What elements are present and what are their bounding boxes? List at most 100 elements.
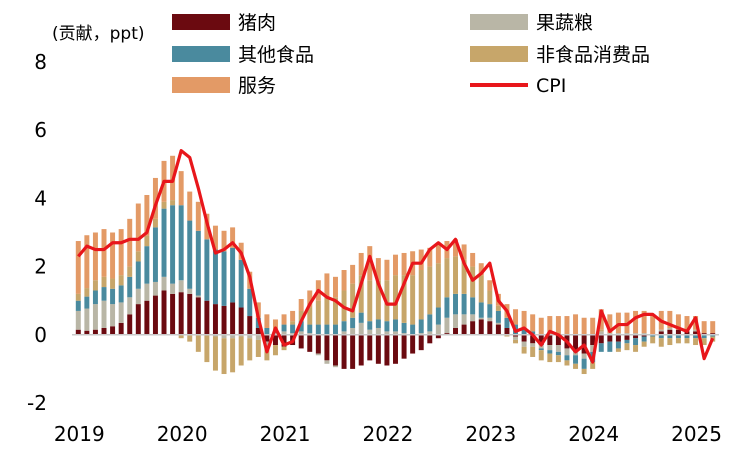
bar-fruitveg — [641, 333, 647, 335]
bar-services — [478, 263, 484, 276]
bar-pork — [495, 324, 501, 335]
bar-otherfood — [410, 324, 416, 335]
legend-label-otherfood: 其他食品 — [238, 44, 314, 66]
bar-nonfood — [127, 266, 133, 277]
bar-services — [384, 259, 390, 281]
bar-nonfood — [84, 288, 90, 297]
y-axis: 8 6 4 2 0 -2 — [27, 50, 47, 415]
x-tick-label: 2023 — [465, 422, 516, 446]
bar-otherfood — [650, 334, 656, 337]
bar-otherfood — [341, 321, 347, 332]
bar-services — [127, 218, 133, 267]
bar-pork — [195, 297, 201, 335]
bar-otherfood — [667, 334, 673, 339]
bar-services — [341, 270, 347, 291]
bar-fruitveg — [367, 329, 373, 335]
bar-services — [75, 241, 81, 294]
bar-pork — [624, 334, 630, 340]
bar-services — [101, 229, 107, 277]
bar-otherfood — [401, 322, 407, 334]
bar-pork — [221, 305, 227, 335]
bar-otherfood — [333, 324, 338, 335]
bar-pork — [607, 334, 613, 342]
bar-otherfood — [187, 220, 193, 289]
y-tick-label: 4 — [34, 186, 47, 210]
bar-services — [144, 194, 150, 236]
bar-nonfood — [272, 345, 278, 356]
bar-fruitveg — [358, 322, 364, 335]
bar-pork — [350, 334, 356, 369]
bar-services — [667, 310, 673, 328]
bar-fruitveg — [658, 329, 664, 332]
bar-otherfood — [453, 293, 458, 315]
bar-services — [195, 201, 201, 231]
bar-pork — [324, 334, 330, 361]
bar-pork — [178, 292, 184, 335]
bar-nonfood — [658, 338, 664, 347]
bar-pork — [470, 321, 476, 335]
bar-fruitveg — [418, 333, 424, 335]
bar-services — [513, 309, 519, 325]
bar-services — [555, 316, 561, 335]
bar-nonfood — [573, 363, 579, 369]
y-tick-label: 8 — [34, 50, 47, 74]
bar-otherfood — [564, 355, 570, 361]
bar-fruitveg — [84, 308, 90, 331]
bar-pork — [272, 334, 278, 346]
bar-nonfood — [238, 336, 244, 366]
bar-services — [435, 244, 441, 264]
bar-otherfood — [573, 355, 579, 364]
bar-services — [547, 316, 553, 335]
bar-nonfood — [470, 266, 476, 298]
bar-fruitveg — [427, 331, 433, 335]
legend-label-nonfood: 非食品消费品 — [536, 44, 650, 66]
bar-fruitveg — [564, 348, 570, 356]
bar-nonfood — [152, 218, 158, 228]
bar-pork — [701, 333, 707, 335]
bar-pork — [315, 334, 321, 354]
bar-services — [281, 314, 287, 325]
bar-fruitveg — [247, 334, 253, 339]
bar-otherfood — [230, 247, 236, 303]
bar-fruitveg — [255, 334, 261, 340]
bar-fruitveg — [324, 360, 330, 364]
bar-fruitveg — [470, 314, 476, 322]
bar-services — [453, 239, 458, 257]
bar-fruitveg — [230, 334, 236, 339]
bar-nonfood — [513, 339, 519, 344]
bar-pork — [152, 295, 158, 335]
bar-nonfood — [461, 259, 467, 294]
bar-pork — [187, 293, 193, 335]
bar-services — [230, 227, 236, 248]
bar-otherfood — [212, 249, 218, 305]
bar-nonfood — [375, 280, 381, 320]
bar-nonfood — [701, 338, 707, 346]
unit-label: (贡献，ppt) — [52, 24, 145, 44]
bar-otherfood — [84, 296, 90, 309]
x-tick-label: 2025 — [671, 422, 722, 446]
bar-otherfood — [504, 317, 510, 328]
bar-fruitveg — [453, 314, 458, 328]
bar-otherfood — [538, 348, 544, 351]
bar-otherfood — [127, 276, 133, 298]
bar-fruitveg — [590, 345, 596, 352]
bar-fruitveg — [478, 317, 484, 320]
bar-nonfood — [212, 336, 218, 371]
bar-services — [333, 276, 338, 298]
bar-pork — [118, 322, 124, 335]
bar-nonfood — [307, 307, 313, 325]
bar-fruitveg — [333, 365, 338, 368]
bar-pork — [427, 334, 433, 344]
bar-pork — [453, 327, 458, 335]
bar-nonfood — [581, 368, 587, 375]
bar-services — [675, 314, 681, 330]
bar-services — [350, 264, 356, 284]
bar-nonfood — [444, 258, 450, 298]
bar-nonfood — [590, 362, 596, 369]
bar-fruitveg — [555, 345, 561, 352]
bar-fruitveg — [187, 288, 193, 294]
bar-pork — [444, 333, 450, 335]
y-tick-label: 0 — [34, 323, 47, 347]
bar-nonfood — [324, 297, 330, 325]
bar-fruitveg — [384, 331, 390, 335]
